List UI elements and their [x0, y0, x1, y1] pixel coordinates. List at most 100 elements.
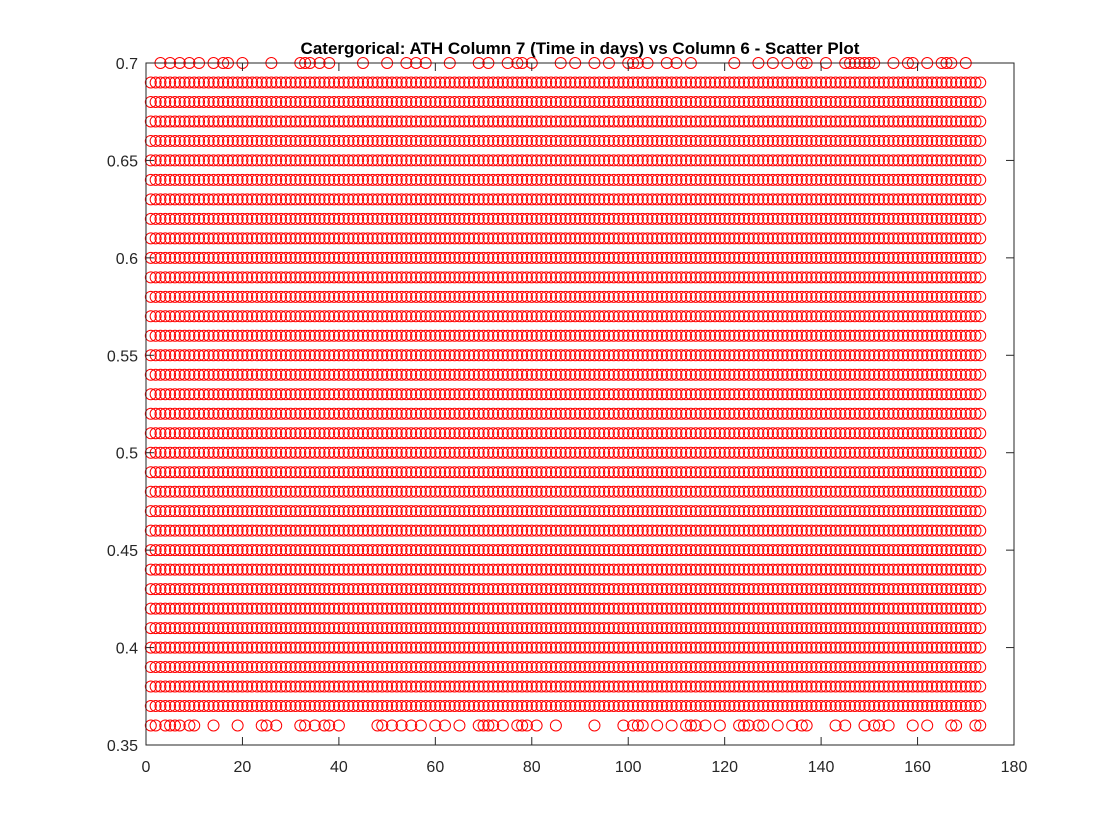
scatter-point: [250, 661, 263, 674]
scatter-point: [598, 427, 611, 440]
scatter-point: [834, 466, 847, 479]
scatter-point: [776, 466, 789, 479]
scatter-point: [231, 466, 244, 479]
scatter-point: [255, 700, 268, 713]
scatter-point: [713, 505, 726, 518]
scatter-point: [935, 661, 948, 674]
scatter-point: [549, 641, 562, 654]
scatter-point: [578, 427, 591, 440]
scatter-point: [607, 602, 620, 615]
scatter-point: [655, 622, 668, 635]
scatter-point: [328, 661, 341, 674]
scatter-point: [863, 446, 876, 459]
scatter-point: [704, 466, 717, 479]
scatter-point: [385, 563, 398, 576]
scatter-point: [429, 446, 442, 459]
scatter-point: [549, 700, 562, 713]
scatter-point: [665, 622, 678, 635]
scatter-point: [361, 583, 374, 596]
scatter-point: [323, 544, 336, 557]
scatter-point: [496, 544, 509, 557]
scatter-point: [545, 602, 558, 615]
scatter-point: [525, 524, 538, 537]
scatter-point: [858, 563, 871, 576]
scatter-point: [434, 407, 447, 420]
scatter-point: [593, 563, 606, 576]
scatter-point: [193, 407, 206, 420]
scatter-point: [974, 680, 987, 693]
scatter-point: [868, 446, 881, 459]
scatter-point: [492, 641, 505, 654]
scatter-point: [921, 446, 934, 459]
scatter-point: [487, 563, 500, 576]
scatter-point: [646, 407, 659, 420]
scatter-point: [540, 563, 553, 576]
scatter-point: [154, 641, 167, 654]
scatter-point: [236, 641, 249, 654]
scatter-point: [313, 407, 326, 420]
scatter-point: [950, 583, 963, 596]
scatter-point: [950, 700, 963, 713]
scatter-point: [385, 524, 398, 537]
scatter-point: [419, 622, 432, 635]
scatter-point: [810, 641, 823, 654]
scatter-point: [709, 427, 722, 440]
scatter-point: [752, 583, 765, 596]
scatter-point: [964, 524, 977, 537]
scatter-point: [655, 583, 668, 596]
scatter-point: [342, 544, 355, 557]
scatter-point: [231, 680, 244, 693]
scatter-point: [781, 407, 794, 420]
scatter-point: [332, 485, 345, 498]
scatter-point: [289, 563, 302, 576]
scatter-point: [805, 544, 818, 557]
scatter-point: [747, 407, 760, 420]
scatter-point: [940, 485, 953, 498]
scatter-point: [525, 622, 538, 635]
scatter-point: [617, 583, 630, 596]
scatter-point: [887, 700, 900, 713]
scatter-point: [901, 622, 914, 635]
scatter-point: [299, 622, 312, 635]
scatter-point: [959, 661, 972, 674]
scatter-point: [646, 466, 659, 479]
scatter-point: [723, 700, 736, 713]
scatter-point: [207, 661, 220, 674]
scatter-point: [308, 661, 321, 674]
scatter-point: [212, 466, 225, 479]
scatter-point: [872, 505, 885, 518]
scatter-point: [405, 563, 418, 576]
scatter-point: [641, 407, 654, 420]
scatter-point: [762, 544, 775, 557]
scatter-point: [791, 544, 803, 557]
scatter-point: [762, 427, 775, 440]
scatter-point: [930, 680, 943, 693]
scatter-point: [660, 622, 673, 635]
scatter-point: [945, 446, 958, 459]
scatter-point: [549, 524, 562, 537]
scatter-point: [795, 485, 808, 498]
scatter-point: [839, 622, 852, 635]
scatter-point: [680, 446, 693, 459]
scatter-point: [342, 622, 355, 635]
scatter-point: [419, 407, 432, 420]
scatter-point: [588, 407, 601, 420]
scatter-point: [414, 485, 427, 498]
scatter-point: [448, 583, 461, 596]
scatter-point: [665, 466, 678, 479]
scatter-point: [429, 680, 442, 693]
scatter-point: [294, 700, 307, 713]
scatter-point: [270, 427, 283, 440]
scatter-point: [212, 602, 225, 615]
scatter-point: [786, 466, 799, 479]
scatter-point: [453, 407, 466, 420]
scatter-point: [149, 427, 162, 440]
scatter-point: [665, 505, 678, 518]
scatter-point: [853, 544, 866, 557]
scatter-point: [477, 466, 490, 479]
scatter-point: [844, 661, 857, 674]
scatter-point: [434, 485, 447, 498]
scatter-point: [313, 602, 326, 615]
scatter-point: [540, 700, 553, 713]
scatter-point: [328, 563, 341, 576]
